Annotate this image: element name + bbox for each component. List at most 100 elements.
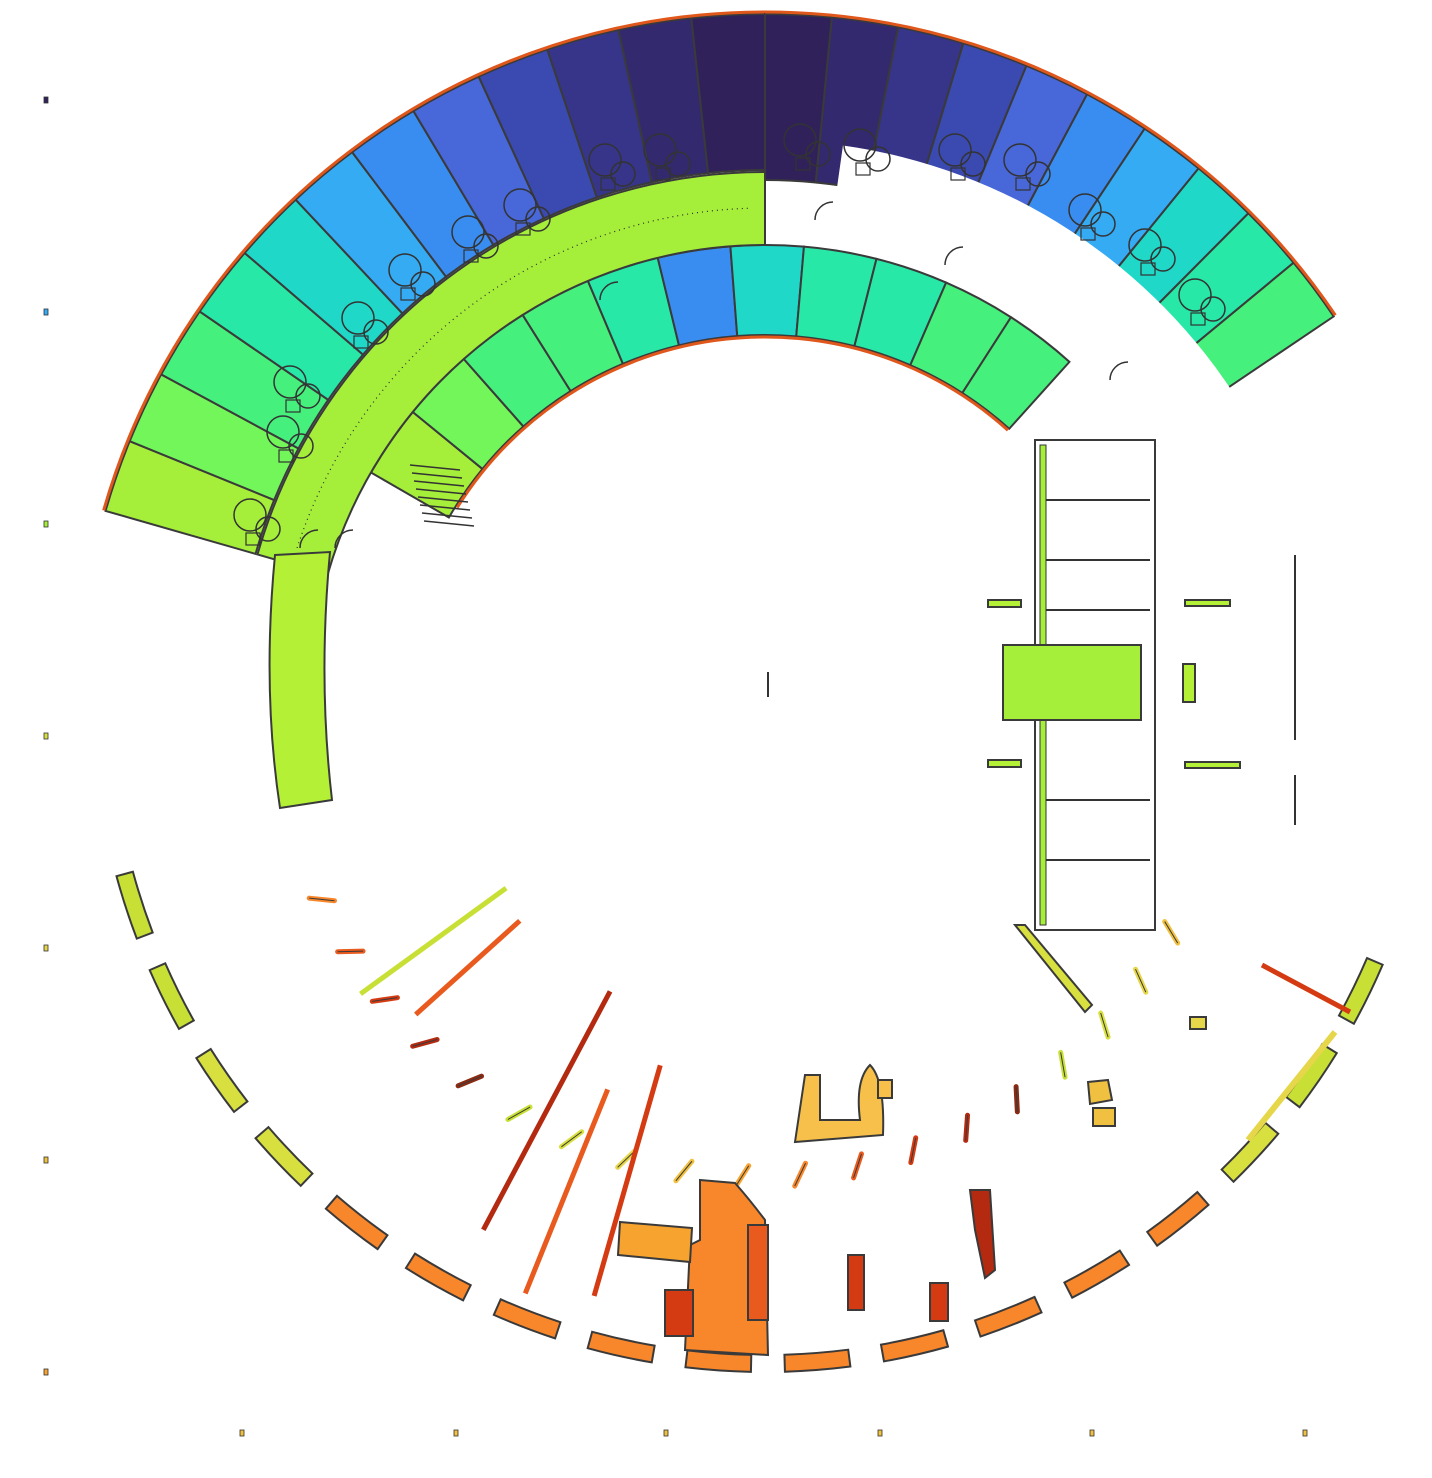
left-axis-marker-3 [43, 520, 49, 528]
south-orange-strip [747, 1224, 769, 1321]
toilet-fixture-icon [643, 133, 691, 181]
bottom-axis-marker-6 [1302, 1429, 1308, 1437]
south-outer-fragment-3 [194, 1047, 249, 1114]
door-swing-icon [814, 201, 834, 221]
toilet-fixture-icon [266, 415, 314, 463]
south-dash-outline [1100, 1012, 1109, 1038]
reference-markers [43, 96, 1308, 1437]
south-radial-4 [359, 886, 508, 996]
corridor-dots [296, 207, 748, 549]
north-ring-rooms [102, 10, 766, 556]
toilet-fixture-icon [783, 123, 831, 171]
south-dash-outline [853, 1153, 862, 1179]
south-east-yellow-2 [1092, 1107, 1116, 1127]
south-outer-fragment-17 [1337, 956, 1384, 1026]
toilet-fixture-icon [588, 143, 636, 191]
south-east-yellow-3 [1189, 1016, 1207, 1030]
south-radial-2 [522, 1088, 610, 1295]
toilet-fixture-icon [1128, 228, 1176, 276]
south-outer-fragment-16 [1284, 1042, 1339, 1109]
door-swing-icon [1109, 361, 1129, 381]
inner-wall-accent [455, 335, 1009, 509]
south-orange-annex [616, 1220, 694, 1264]
door-swing-icon [944, 246, 964, 266]
south-yellow-box [877, 1079, 893, 1099]
south-outer-fragment-2 [148, 961, 196, 1031]
bottom-axis-marker-4 [877, 1429, 883, 1437]
corridor-ring [256, 170, 766, 576]
south-outer-fragment-12 [973, 1295, 1043, 1338]
south-dash-outline [1164, 921, 1179, 944]
south-outer-fragment-5 [324, 1194, 389, 1251]
south-dash-outline [457, 1075, 482, 1087]
south-outer-fragment-11 [879, 1329, 950, 1363]
inner-room-11 [960, 315, 1071, 431]
door-swing-icon [299, 529, 319, 549]
east-ring-rooms [764, 10, 1337, 451]
south-east-yellow [1086, 1078, 1114, 1106]
bottom-axis-marker-1 [239, 1429, 245, 1437]
east-wing-bar-4 [1184, 761, 1241, 769]
south-red-strip [847, 1254, 865, 1311]
south-dash-outline [507, 1106, 531, 1120]
south-outer-fragment-1 [115, 870, 154, 940]
bottom-axis-marker-2 [453, 1429, 459, 1437]
east-wing-bar-2 [987, 759, 1022, 768]
south-outer-fragment-8 [586, 1330, 656, 1364]
south-dash-outline [337, 950, 364, 953]
courtyard-cutout [830, 145, 1240, 451]
south-radial-1 [481, 990, 613, 1231]
south-dash-outline [910, 1137, 917, 1163]
left-axis-marker-1 [43, 96, 49, 104]
toilet-fixture-icon [273, 365, 321, 413]
left-axis-marker-2 [43, 308, 49, 316]
corridor [256, 170, 766, 810]
east-wing-column [1182, 663, 1196, 703]
left-axis-marker-6 [43, 1156, 49, 1164]
south-radial-3 [591, 1064, 663, 1297]
south-outer-fragment-14 [1145, 1190, 1210, 1248]
south-outer-fragment-10 [783, 1348, 852, 1373]
south-east-line [1260, 962, 1352, 1015]
toilet-fixture-icon [1068, 193, 1116, 241]
south-dash-outline [1060, 1052, 1066, 1078]
south-dash-outline [1135, 969, 1147, 993]
south-outer-fragment-13 [1063, 1249, 1131, 1300]
south-dash-outline [372, 997, 398, 1002]
south-dash-outline [965, 1115, 969, 1141]
outer-wall-accent-east [764, 10, 1337, 317]
bottom-axis-marker-5 [1089, 1429, 1095, 1437]
left-axis-marker-7 [43, 1368, 49, 1376]
left-axis-marker-5 [43, 944, 49, 952]
toilet-fixture-icon [1178, 278, 1226, 326]
south-dash-outline [561, 1131, 583, 1148]
inner-room-7 [729, 244, 806, 338]
toilet-fixture-icon [451, 215, 499, 263]
south-dash-outline [675, 1160, 693, 1182]
fixtures [233, 123, 1226, 549]
toilet-fixture-icon [1003, 143, 1051, 191]
south-outer-fragment-7 [492, 1297, 562, 1340]
south-dash-outline [309, 897, 335, 902]
left-axis-marker-4 [43, 732, 49, 740]
stair-icon [409, 464, 475, 527]
south-yellow-block [793, 1063, 885, 1144]
south-dash-outline [794, 1163, 806, 1187]
south-east-yellow-line [1245, 1030, 1338, 1142]
south-red-small [929, 1282, 949, 1322]
east-wing-ramp [1012, 924, 1094, 1014]
south-outer-fragment-6 [404, 1252, 473, 1302]
south-outer-fragment-15 [1220, 1121, 1280, 1184]
south-dash-outline [412, 1039, 438, 1047]
bottom-axis-marker-3 [663, 1429, 669, 1437]
toilet-fixture-icon [341, 301, 389, 349]
toilet-fixture-icon [503, 188, 551, 236]
south-dark-red [968, 1189, 997, 1280]
toilet-fixture-icon [938, 133, 986, 181]
outer-wall-accent [102, 10, 766, 511]
south-red-block [664, 1289, 694, 1337]
toilet-fixture-icon [843, 128, 891, 176]
door-swing-icon [599, 281, 619, 301]
corridor-west-leg [268, 550, 334, 810]
